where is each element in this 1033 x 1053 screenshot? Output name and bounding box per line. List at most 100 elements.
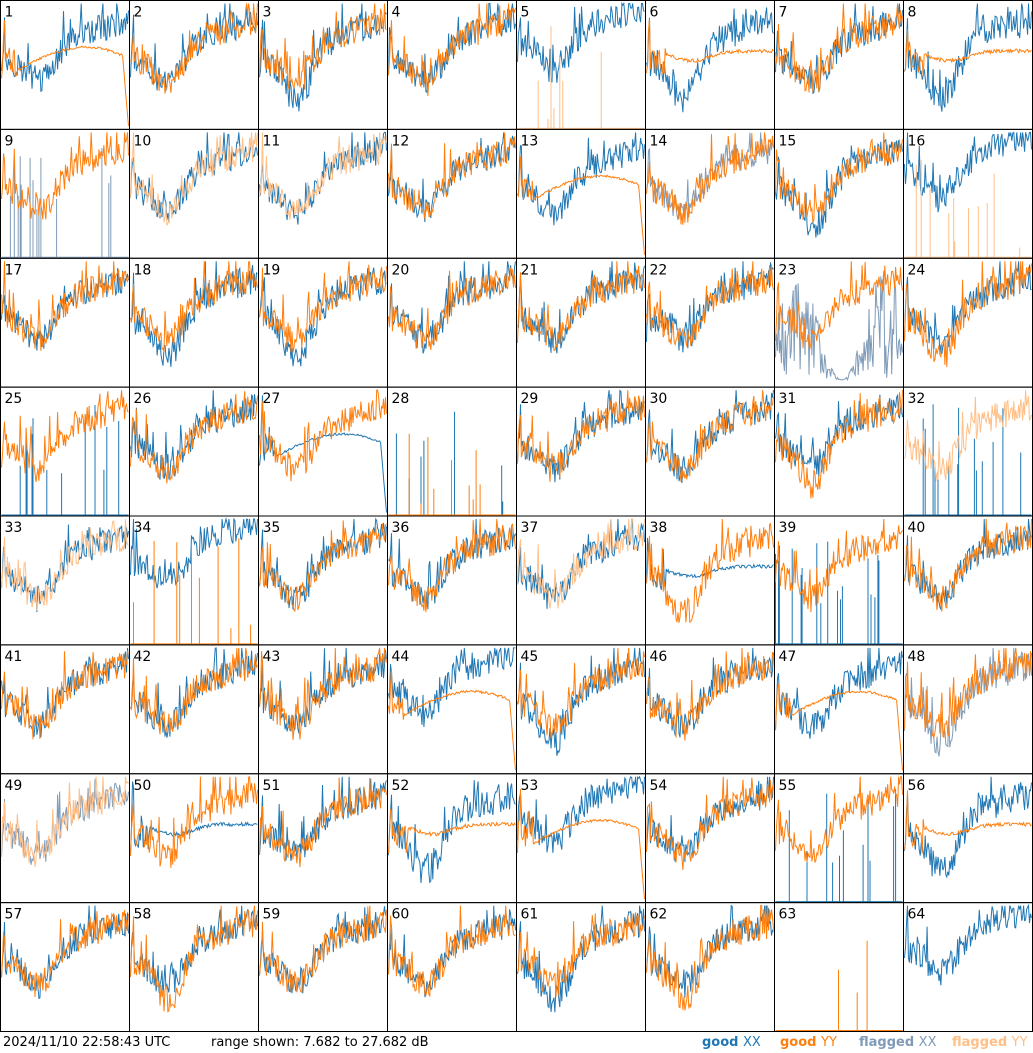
panel-label-49: 49: [5, 778, 23, 794]
panel-11: 11: [258, 128, 388, 259]
series-yy-59: [259, 905, 387, 993]
series-yy-41: [1, 649, 129, 740]
panel-5: 5: [516, 0, 646, 130]
series-yy-61: [517, 912, 645, 998]
panel-32: 32: [903, 386, 1033, 517]
panel-label-25: 25: [5, 391, 23, 407]
panel-label-7: 7: [779, 5, 788, 21]
panel-label-56: 56: [908, 778, 926, 794]
series-yy-21: [517, 261, 645, 351]
panel-54: 54: [645, 773, 775, 904]
series-yy-49: [1, 776, 129, 867]
series-yy-17: [1, 261, 129, 351]
panel-20: 20: [387, 257, 517, 388]
series-xx-36: [388, 518, 516, 610]
panel-label-45: 45: [521, 649, 539, 665]
panel-47: 47: [774, 644, 904, 775]
panel-30: 30: [645, 386, 775, 517]
panel-55: 55: [774, 773, 904, 904]
series-xx-15: [775, 138, 903, 238]
panel-label-31: 31: [779, 391, 797, 407]
panel-38: 38: [645, 515, 775, 646]
series-yy-13: [517, 156, 645, 255]
series-yy-31: [775, 390, 903, 499]
panel-label-24: 24: [908, 262, 926, 278]
series-yy-11: [259, 132, 387, 220]
panel-61: 61: [516, 902, 646, 1032]
panel-3: 3: [258, 0, 388, 130]
series-yy-26: [130, 391, 258, 484]
panel-2: 2: [129, 0, 259, 130]
panel-label-11: 11: [263, 133, 281, 149]
panel-48: 48: [903, 644, 1033, 775]
panel-label-13: 13: [521, 133, 539, 149]
panel-17: 17: [0, 257, 130, 388]
panel-label-12: 12: [392, 133, 410, 149]
panel-label-42: 42: [134, 649, 152, 665]
series-xx-25: [1, 405, 129, 516]
series-yy-33: [1, 518, 129, 611]
series-xx-1: [1, 3, 129, 93]
series-yy-32: [904, 390, 1032, 482]
panel-label-61: 61: [521, 907, 539, 923]
panel-label-62: 62: [650, 907, 668, 923]
series-yy-39: [775, 518, 903, 613]
panel-label-17: 17: [5, 262, 23, 278]
series-xx-34: [130, 517, 258, 589]
panel-60: 60: [387, 902, 517, 1032]
panel-label-28: 28: [392, 391, 410, 407]
panel-16: 16: [903, 128, 1033, 259]
series-yy-20: [388, 266, 516, 351]
legend-good-xx: good XX: [702, 1035, 761, 1050]
series-yy-6: [646, 18, 774, 75]
panel-label-52: 52: [392, 778, 410, 794]
legend-good-yy-pol: YY: [821, 1035, 837, 1050]
panel-59: 59: [258, 902, 388, 1032]
panel-label-46: 46: [650, 649, 668, 665]
panel-14: 14: [645, 128, 775, 259]
panel-label-36: 36: [392, 520, 410, 536]
panel-62: 62: [645, 902, 775, 1032]
panel-64: 64: [903, 902, 1033, 1032]
series-xx-39: [775, 541, 903, 645]
panel-label-33: 33: [5, 520, 23, 536]
legend-good-xx-pol: XX: [743, 1035, 761, 1050]
series-yy-4: [388, 3, 516, 96]
series-yy-7: [775, 3, 903, 93]
series-yy-5: [517, 26, 645, 129]
panel-49: 49: [0, 773, 130, 904]
panel-42: 42: [129, 644, 259, 775]
series-xx-40: [904, 518, 1032, 610]
panel-label-14: 14: [650, 133, 668, 149]
panel-29: 29: [516, 386, 646, 517]
legend-flagged-xx: flagged XX: [859, 1035, 936, 1050]
legend-flagged-yy-pol: YY: [1011, 1035, 1028, 1050]
series-xx-31: [775, 393, 903, 478]
panel-8: 8: [903, 0, 1033, 130]
legend-good-yy-label: good: [780, 1035, 821, 1050]
panel-40: 40: [903, 515, 1033, 646]
panel-12: 12: [387, 128, 517, 259]
panel-1: 1: [0, 0, 130, 130]
series-xx-56: [904, 776, 1032, 879]
series-yy-56: [904, 790, 1032, 854]
series-yy-14: [646, 132, 774, 225]
series-xx-33: [1, 524, 129, 613]
panel-label-63: 63: [779, 907, 797, 923]
series-yy-15: [775, 132, 903, 223]
panel-39: 39: [774, 515, 904, 646]
panel-label-23: 23: [779, 262, 797, 278]
panel-35: 35: [258, 515, 388, 646]
panel-label-4: 4: [392, 5, 401, 21]
series-yy-36: [388, 518, 516, 613]
series-xx-64: [904, 903, 1032, 986]
series-yy-29: [517, 390, 645, 482]
range-label: range shown: 7.682 to 27.682 dB: [211, 1035, 429, 1050]
legend-flagged-xx-pol: XX: [918, 1035, 937, 1050]
legend-flagged-yy-label: flagged: [952, 1035, 1012, 1050]
panel-56: 56: [903, 773, 1033, 904]
panel-18: 18: [129, 257, 259, 388]
panel-label-64: 64: [908, 907, 926, 923]
panel-10: 10: [129, 128, 259, 259]
panel-13: 13: [516, 128, 646, 259]
